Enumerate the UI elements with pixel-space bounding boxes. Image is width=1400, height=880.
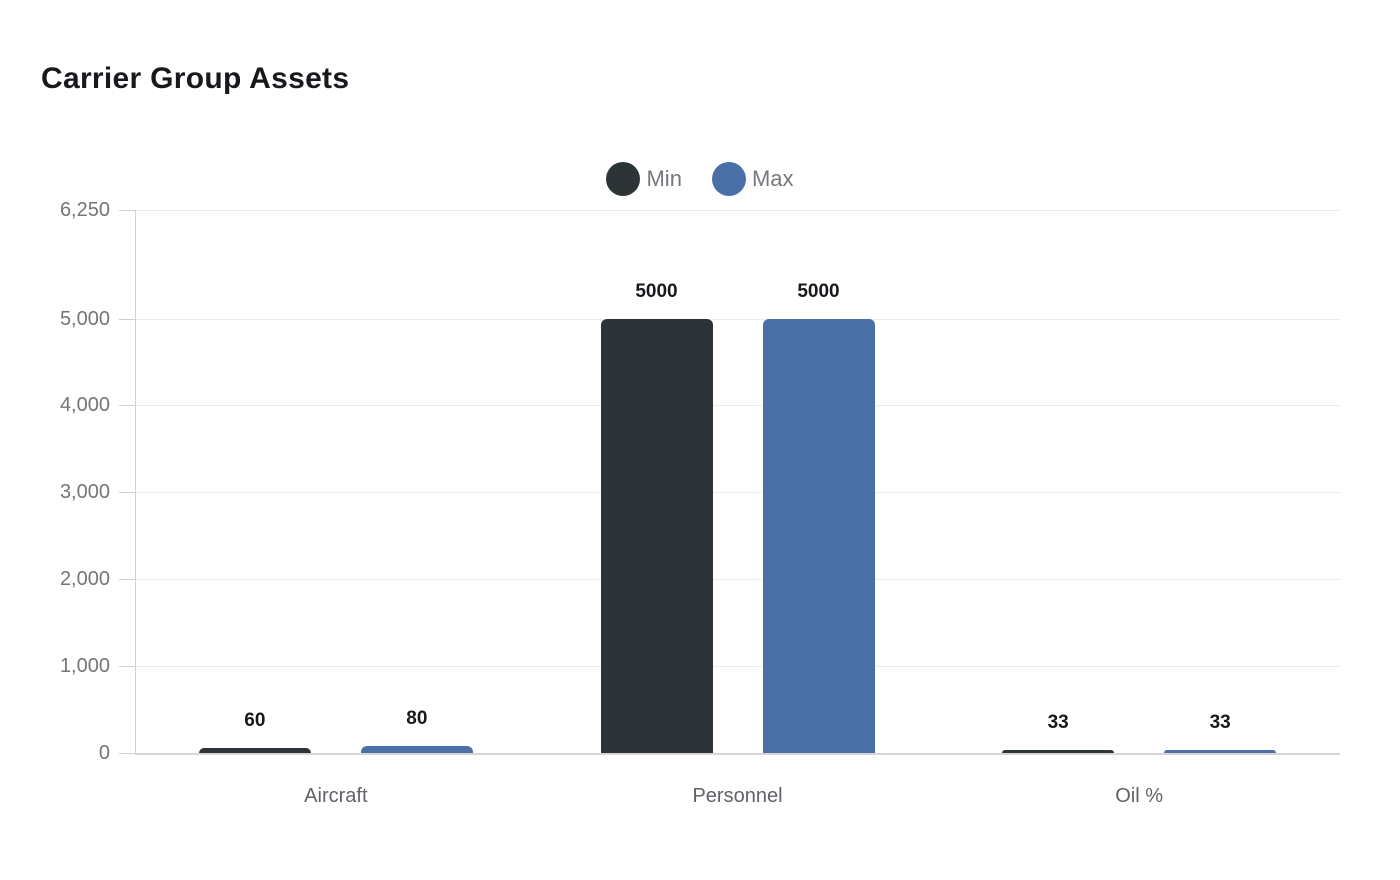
- category-label-personnel: Personnel: [692, 785, 783, 807]
- legend-label: Min: [646, 166, 682, 191]
- legend-item-max[interactable]: Max: [711, 162, 794, 196]
- gridline: [135, 210, 1340, 211]
- bar-value-label: 5000: [635, 280, 678, 302]
- x-axis-line: [135, 753, 1340, 755]
- y-axis-tick-label: 5,000: [59, 307, 110, 330]
- legend-marker-min: [606, 162, 641, 196]
- bar-value-label: 33: [1209, 712, 1231, 733]
- gridline: [135, 492, 1340, 494]
- y-axis-tick-label: 0: [98, 742, 110, 764]
- y-axis-tick: [119, 210, 135, 211]
- legend-label: Max: [751, 166, 794, 191]
- y-axis-tick: [119, 753, 135, 754]
- bar-value-label: 5000: [797, 280, 840, 302]
- y-axis-tick-label: 1,000: [59, 655, 110, 678]
- y-axis-tick: [119, 579, 135, 581]
- chart-legend: Min Max: [0, 162, 1400, 196]
- gridline: [135, 318, 1340, 320]
- y-axis-tick: [119, 318, 135, 320]
- y-axis-tick: [119, 492, 135, 494]
- bar-min-oil-[interactable]: [1002, 750, 1115, 753]
- bar-max-personnel[interactable]: [762, 318, 875, 753]
- y-axis-tick-label: 4,000: [59, 394, 110, 417]
- bar-min-aircraft[interactable]: [198, 747, 311, 753]
- legend-item-min[interactable]: Min: [606, 162, 682, 196]
- bar-value-label: 80: [406, 708, 428, 730]
- chart-title: Carrier Group Assets: [41, 62, 350, 95]
- y-axis-tick-label: 6,250: [59, 199, 110, 221]
- bar-max-aircraft[interactable]: [360, 746, 473, 753]
- y-axis-tick-label: 2,000: [59, 568, 110, 591]
- gridline: [135, 405, 1340, 407]
- bar-value-label: 60: [244, 709, 266, 731]
- gridline: [135, 666, 1340, 668]
- bar-value-label: 33: [1047, 712, 1069, 733]
- y-axis-tick: [119, 666, 135, 668]
- gridline: [135, 579, 1340, 581]
- bar-max-oil-[interactable]: [1164, 750, 1277, 753]
- legend-marker-max: [711, 162, 746, 196]
- category-label-aircraft: Aircraft: [304, 785, 368, 807]
- category-label-oil-: Oil %: [1115, 785, 1164, 807]
- y-axis-tick-label: 3,000: [59, 481, 110, 504]
- y-axis-tick: [119, 405, 135, 407]
- y-axis-line: [135, 210, 136, 754]
- bar-min-personnel[interactable]: [600, 318, 713, 753]
